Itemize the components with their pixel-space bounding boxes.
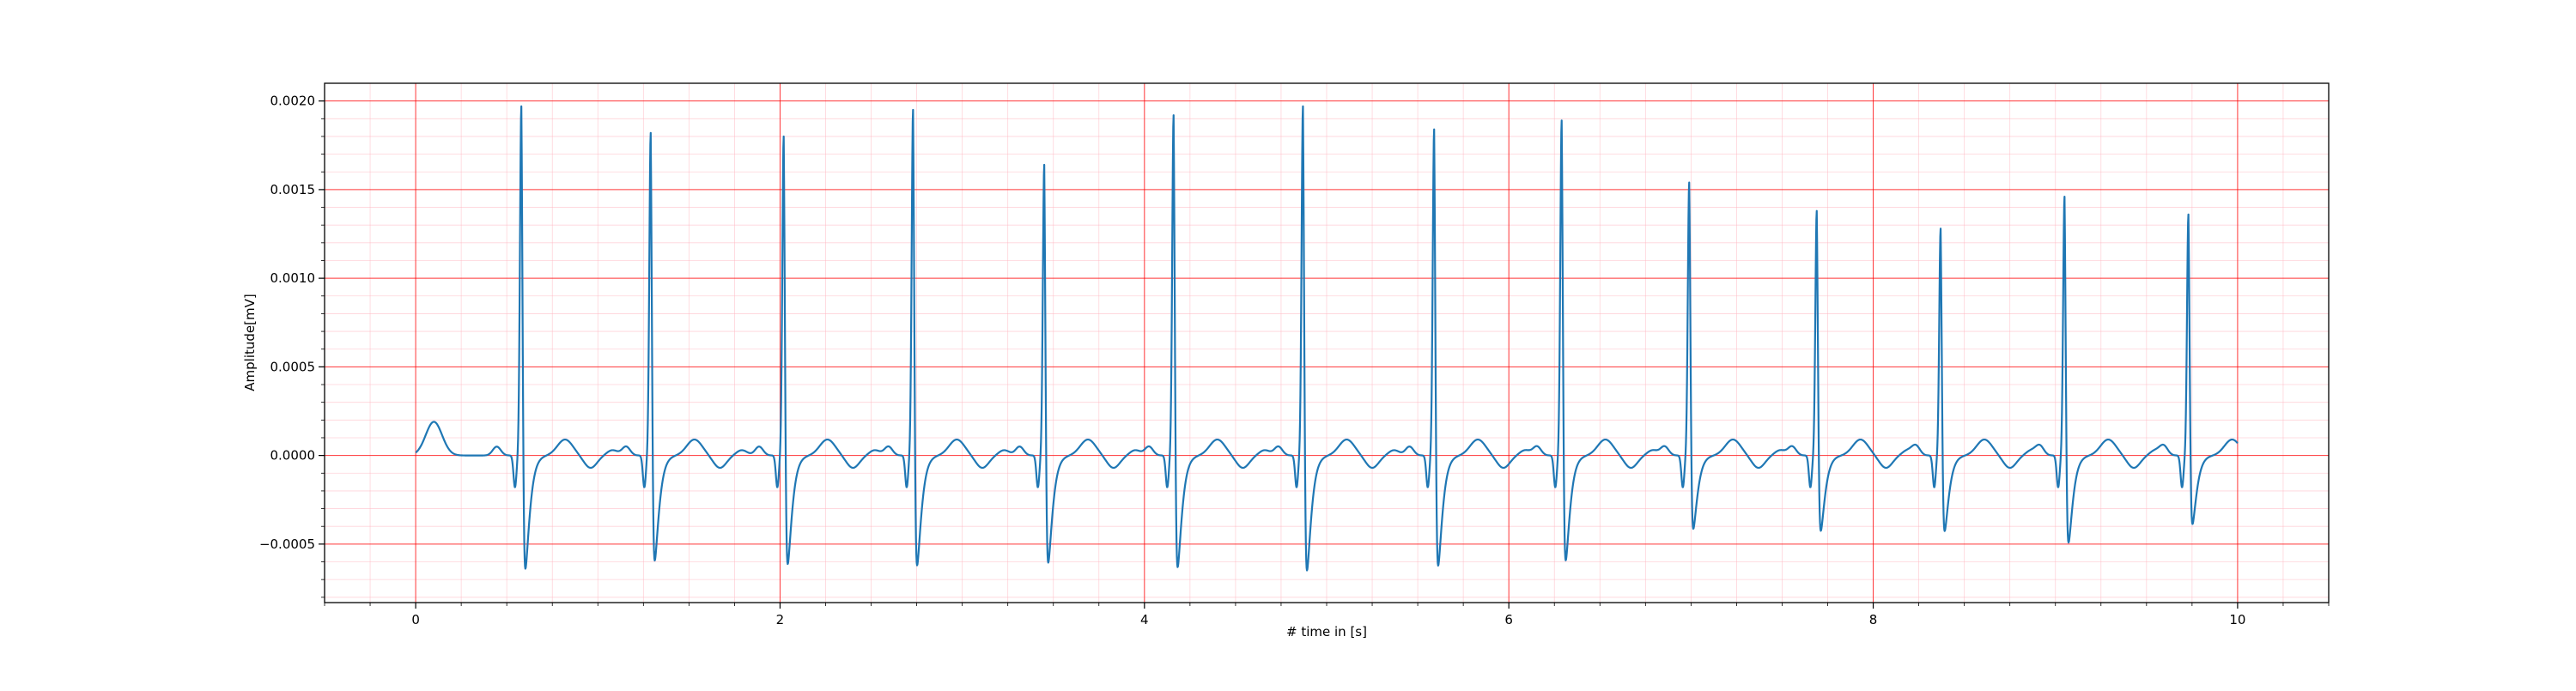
- x-tick-label: 8: [1869, 612, 1878, 627]
- y-tick-label: 0.0015: [270, 182, 316, 197]
- x-tick-label: 0: [411, 612, 420, 627]
- y-tick-label: −0.0005: [259, 536, 315, 552]
- y-axis: −0.0005 0.0000 0.0005 0.0010 0.0015 0.0020: [259, 94, 325, 598]
- y-tick-label: 0.0005: [270, 359, 316, 374]
- x-axis-label: # time in [s]: [1286, 624, 1367, 639]
- y-tick-label: 0.0010: [270, 270, 316, 286]
- y-tick-label: 0.0000: [270, 448, 316, 464]
- x-tick-label: 4: [1140, 612, 1149, 627]
- x-axis: 0 2 4 6 8 10: [324, 603, 2330, 627]
- x-tick-label: 6: [1504, 612, 1513, 627]
- y-axis-label: Amplitude[mV]: [242, 294, 258, 391]
- x-tick-label: 2: [776, 612, 785, 627]
- y-tick-label: 0.0020: [270, 94, 316, 109]
- x-tick-label: 10: [2229, 612, 2245, 627]
- series-line: [415, 105, 2239, 572]
